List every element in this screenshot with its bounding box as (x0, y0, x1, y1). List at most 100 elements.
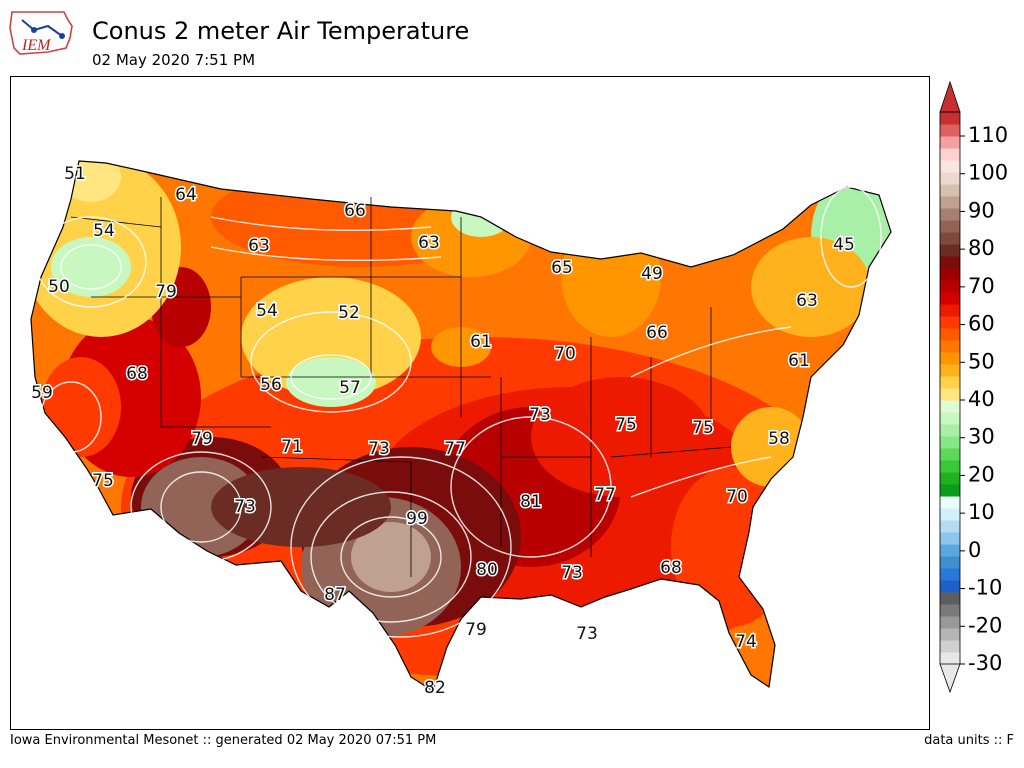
colorbar-segment (940, 280, 960, 293)
colorbar-segment (940, 220, 960, 233)
conus-outline (30, 160, 892, 692)
contour-label: 66 (646, 323, 668, 343)
contour-label: 58 (768, 429, 790, 449)
contour-label: 73 (576, 624, 598, 644)
contour-label: 77 (594, 485, 616, 505)
colorbar-segment (940, 520, 960, 533)
colorbar-segment (940, 160, 960, 173)
colorbar-segment (940, 340, 960, 353)
contour-label: 51 (64, 164, 86, 184)
contour-labels: 51 64 66 54 63 63 65 49 45 50 79 54 52 6… (30, 163, 857, 700)
contour-label: 65 (551, 258, 573, 278)
contour-label: 71 (281, 437, 303, 457)
colorbar-tick-label: 60 (968, 312, 995, 336)
colorbar-segment (940, 316, 960, 329)
colorbar-segment (940, 136, 960, 149)
colorbar-tick-label: 80 (968, 236, 995, 260)
colorbar-segment (940, 364, 960, 377)
colorbar-segment (940, 232, 960, 245)
colorbar-segment (940, 244, 960, 257)
colorbar-tick-label: 10 (968, 500, 995, 524)
colorbar-tick-label: -20 (968, 613, 1002, 637)
colorbar-segment (940, 376, 960, 389)
contour-label: 64 (175, 185, 197, 205)
contour-label: 87 (324, 585, 346, 605)
colorbar-min-arrow (939, 663, 961, 694)
colorbar-segment (940, 172, 960, 185)
colorbar-segment (940, 412, 960, 425)
contour-label: 79 (155, 282, 177, 302)
temperature-map: 51 64 66 54 63 63 65 49 45 50 79 54 52 6… (10, 76, 930, 730)
contour-label: 61 (470, 332, 492, 352)
contour-label: 63 (248, 236, 270, 256)
contour-label: 79 (191, 429, 213, 449)
contour-label: 75 (92, 471, 114, 491)
isotherms (35, 186, 882, 638)
map-canvas: 51 64 66 54 63 63 65 49 45 50 79 54 52 6… (30, 160, 892, 700)
colorbar-tick-label: 30 (968, 425, 995, 449)
contour-label: 59 (31, 383, 53, 403)
colorbar-segment (940, 184, 960, 197)
contour-label: 68 (660, 558, 682, 578)
colorbar-tick-label: 20 (968, 462, 995, 486)
colorbar-segment (940, 544, 960, 557)
colorbar-segment (940, 424, 960, 437)
colorbar-segment (940, 292, 960, 305)
colorbar-tick-label: 110 (968, 123, 1008, 147)
colorbar-segment (940, 148, 960, 161)
colorbar-tick-label: 100 (968, 161, 1008, 185)
colorbar-segment (940, 532, 960, 545)
colorbar-segment (940, 628, 960, 641)
colorbar-segment (940, 352, 960, 365)
contour-label: 73 (529, 405, 551, 425)
colorbar-segment (940, 436, 960, 449)
contour-label: 68 (126, 364, 148, 384)
contour-label: 52 (338, 303, 360, 323)
contour-label: 82 (424, 678, 446, 698)
map-timestamp: 02 May 2020 7:51 PM (92, 51, 256, 69)
colorbar-segment (940, 388, 960, 401)
contour-label: 56 (260, 375, 282, 395)
colorbar-segment (940, 496, 960, 509)
contour-label: 63 (418, 233, 440, 253)
contour-label: 50 (48, 277, 70, 297)
contour-label: 54 (256, 301, 278, 321)
colorbar-segment (940, 460, 960, 473)
colorbar-tick-label: 0 (968, 538, 981, 562)
colorbar-segment (940, 208, 960, 221)
colorbar-segment (940, 448, 960, 461)
footer-credit: Iowa Environmental Mesonet :: generated … (10, 733, 437, 748)
contour-label: 49 (641, 264, 663, 284)
state-borders (70, 197, 732, 577)
contour-label: 70 (554, 344, 576, 364)
colorbar-segment (940, 604, 960, 617)
colorbar-segment (940, 304, 960, 317)
footer-units: data units :: F (924, 733, 1014, 748)
colorbar-tick-label: 70 (968, 274, 995, 298)
contour-label: 73 (561, 563, 583, 583)
contour-label: 70 (726, 487, 748, 507)
contour-label: 63 (796, 291, 818, 311)
contour-label: 66 (344, 201, 366, 221)
contour-label: 73 (234, 497, 256, 517)
colorbar-tick-label: 90 (968, 198, 995, 222)
colorbar-segment (940, 268, 960, 281)
colorbar-segment (940, 592, 960, 605)
contour-label: 74 (735, 632, 757, 652)
contour-label: 61 (788, 351, 810, 371)
colorbar-segment (940, 568, 960, 581)
colorbar-segment (940, 640, 960, 653)
colorbar-segment (940, 472, 960, 485)
iem-logo: IEM (9, 11, 73, 55)
contour-label: 45 (833, 235, 855, 255)
colorbar-segment (940, 580, 960, 593)
svg-text:IEM: IEM (21, 37, 52, 54)
colorbar-segment (940, 196, 960, 209)
contour-label: 79 (465, 620, 487, 640)
colorbar-segment (940, 124, 960, 137)
colorbar-segment (940, 508, 960, 521)
colorbar-segment (940, 616, 960, 629)
contour-label: 80 (476, 560, 498, 580)
colorbar-max-arrow (939, 80, 961, 113)
